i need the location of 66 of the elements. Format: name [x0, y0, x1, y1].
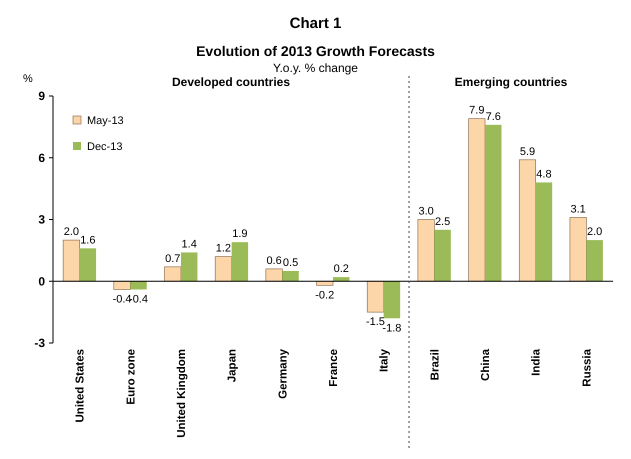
bar	[80, 248, 96, 282]
bar	[434, 230, 451, 282]
bar	[180, 252, 198, 282]
y-tick-label: -3	[34, 336, 46, 350]
x-tick-label: United States	[74, 349, 87, 422]
text: 1.9	[232, 228, 248, 240]
x-tick-label: Brazil	[429, 349, 442, 380]
text: 2.5	[434, 216, 450, 228]
text: 4.8	[536, 168, 552, 180]
text: 0.5	[282, 256, 298, 269]
x-tick-label: Japan	[226, 349, 239, 382]
bar	[536, 182, 552, 282]
x-tick-label: France	[328, 349, 340, 387]
text: -0.4	[112, 293, 132, 306]
y-tick-label: 3	[38, 212, 46, 226]
bar	[468, 118, 486, 282]
legend-label: Dec-13	[87, 141, 122, 153]
bar	[130, 281, 147, 290]
bar	[266, 268, 283, 282]
bar	[418, 219, 435, 282]
bar	[570, 217, 587, 282]
text: 7.9	[469, 104, 484, 117]
bar	[232, 242, 248, 282]
y-tick-label: 6	[38, 150, 46, 165]
text: 7.6	[486, 110, 501, 123]
bar	[518, 160, 536, 282]
y-tick-label: 0	[38, 274, 46, 288]
chart-title: Chart 1	[290, 15, 342, 32]
x-tick-label: Euro zone	[125, 349, 138, 405]
legend-label: May-13	[87, 115, 124, 127]
text: Y.o.y. % change	[273, 61, 358, 75]
text: 1.6	[80, 234, 96, 246]
bar	[164, 266, 182, 282]
text: 3.1	[570, 203, 586, 216]
y-tick-label: 9	[38, 89, 46, 103]
x-tick-label: India	[530, 348, 543, 376]
x-tick-label: Italy	[378, 348, 391, 372]
bar	[282, 270, 299, 282]
text: 3.0	[418, 206, 434, 218]
bar	[485, 124, 502, 282]
text: -1.8	[382, 322, 402, 334]
bar	[114, 280, 131, 290]
text: -0.2	[315, 289, 334, 302]
text: Developed countries	[172, 75, 290, 89]
text: 0.2	[334, 263, 349, 276]
bar	[366, 280, 384, 312]
bar	[62, 240, 80, 282]
bar	[384, 281, 400, 318]
text: 2.0	[586, 226, 602, 238]
text: 2.0	[64, 226, 80, 238]
text: 0.6	[266, 254, 282, 267]
y-axis-title: %	[23, 73, 33, 85]
x-tick-label: China	[480, 348, 492, 381]
text: 1.2	[216, 242, 232, 255]
chart-subtitle: Evolution of 2013 Growth Forecasts	[196, 43, 436, 59]
x-tick-label: Russia	[581, 348, 594, 387]
text: Emerging countries	[454, 75, 568, 89]
text: 5.9	[520, 146, 536, 158]
text: 0.7	[165, 252, 180, 265]
x-tick-label: United Kingdom	[176, 349, 188, 438]
x-tick-label: Germany	[277, 348, 290, 399]
text: 1.4	[182, 238, 197, 250]
text: -1.5	[366, 316, 385, 328]
bar	[333, 277, 350, 282]
bar	[586, 240, 603, 282]
bar	[214, 256, 232, 282]
